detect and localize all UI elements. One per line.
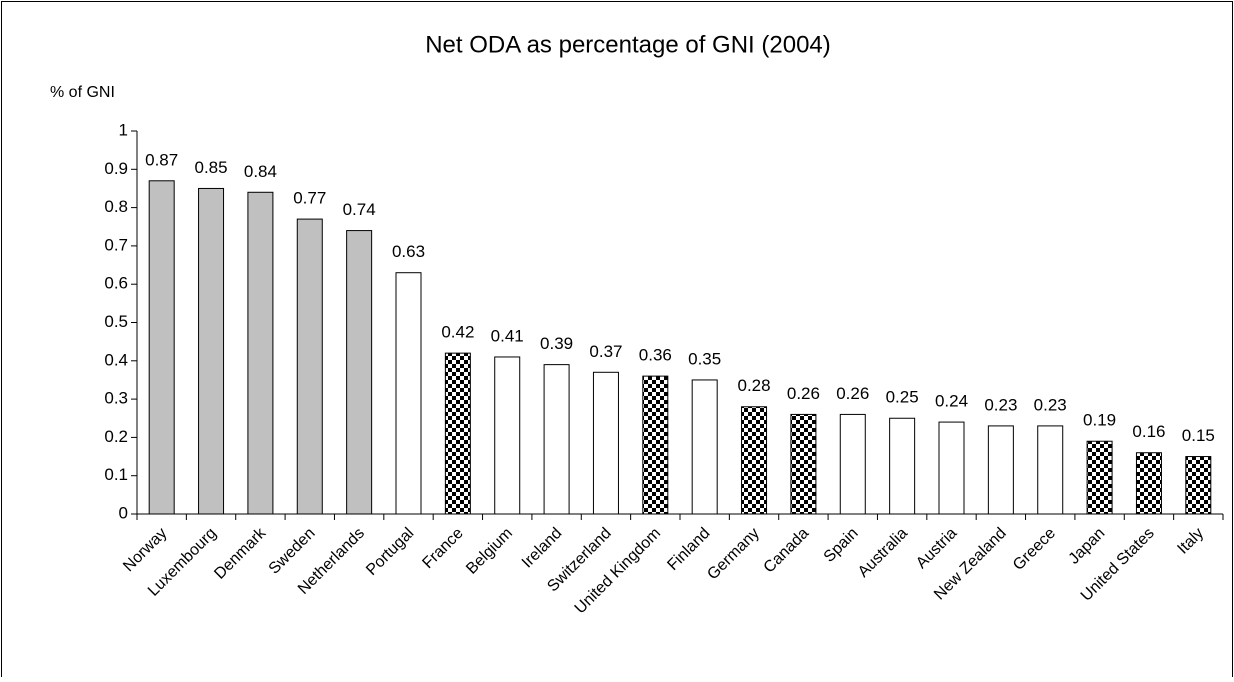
y-tick-label: 0.4 — [104, 350, 128, 369]
bar — [1037, 425, 1064, 515]
data-label: 0.23 — [984, 395, 1017, 414]
bar — [494, 356, 521, 515]
y-tick-label: 0.2 — [104, 427, 128, 446]
y-tick-label: 0.1 — [104, 465, 128, 484]
y-tick-label: 0.7 — [104, 235, 128, 254]
bar — [790, 413, 817, 515]
x-tick-label: Japan — [1066, 525, 1109, 568]
data-label: 0.77 — [293, 189, 326, 208]
bar — [296, 218, 323, 515]
data-label: 0.19 — [1083, 411, 1116, 430]
bar — [198, 187, 225, 515]
data-label: 0.84 — [244, 162, 277, 181]
x-tick-label: Norway — [120, 525, 170, 575]
x-tick-label: Greece — [1010, 525, 1059, 574]
x-tick-label: Belgium — [463, 525, 516, 578]
data-label: 0.28 — [737, 376, 770, 395]
data-label: 0.37 — [589, 342, 622, 361]
data-label: 0.25 — [886, 388, 919, 407]
x-tick-label: Portugal — [363, 525, 417, 579]
data-label: 0.16 — [1132, 422, 1165, 441]
x-tick-label: Italy — [1174, 525, 1207, 558]
y-tick-label: 0.5 — [104, 312, 128, 331]
bar — [938, 421, 965, 515]
x-tick-label: Austria — [913, 525, 960, 572]
data-label: 0.87 — [145, 150, 178, 169]
x-tick-label: Ireland — [519, 525, 566, 572]
bar — [346, 230, 373, 515]
x-tick-label: Spain — [821, 525, 862, 566]
y-tick-label: 0 — [119, 503, 128, 522]
data-label: 0.41 — [491, 326, 524, 345]
bar — [148, 180, 175, 515]
bar — [1185, 456, 1212, 515]
data-label: 0.42 — [441, 323, 474, 342]
data-label: 0.15 — [1182, 426, 1215, 445]
bar — [1135, 452, 1162, 515]
x-tick-label: France — [419, 525, 466, 572]
data-label: 0.74 — [343, 200, 376, 219]
x-tick-label: Australia — [855, 525, 911, 581]
bar — [395, 272, 422, 515]
bar — [642, 375, 669, 515]
x-tick-label: Canada — [761, 525, 813, 577]
x-tick-label: Germany — [704, 525, 763, 584]
bar — [987, 425, 1014, 515]
data-label: 0.24 — [935, 392, 968, 411]
x-tick-label: Finland — [664, 525, 713, 574]
bar — [592, 371, 619, 515]
bar — [839, 413, 866, 515]
data-label: 0.39 — [540, 334, 573, 353]
y-tick-label: 0.3 — [104, 389, 128, 408]
y-tick-label: 1 — [119, 120, 128, 139]
data-label: 0.23 — [1034, 395, 1067, 414]
data-label: 0.26 — [787, 384, 820, 403]
bar — [889, 417, 916, 515]
data-label: 0.85 — [194, 158, 227, 177]
data-label: 0.36 — [639, 346, 672, 365]
bar — [543, 364, 570, 515]
x-tick-label: Denmark — [211, 524, 270, 583]
y-tick-label: 0.8 — [104, 197, 128, 216]
data-label: 0.26 — [836, 384, 869, 403]
bar — [1086, 440, 1113, 515]
bar — [741, 406, 768, 515]
data-label: 0.63 — [392, 242, 425, 261]
data-label: 0.35 — [688, 349, 721, 368]
chart-title: Net ODA as percentage of GNI (2004) — [425, 31, 831, 58]
y-tick-label: 0.9 — [104, 159, 128, 178]
bar — [691, 379, 718, 515]
x-tick-label: United Kingdom — [572, 525, 665, 618]
y-axis-label: % of GNI — [50, 84, 115, 101]
bar — [444, 352, 471, 515]
bar — [247, 191, 274, 515]
y-tick-label: 0.6 — [104, 274, 128, 293]
